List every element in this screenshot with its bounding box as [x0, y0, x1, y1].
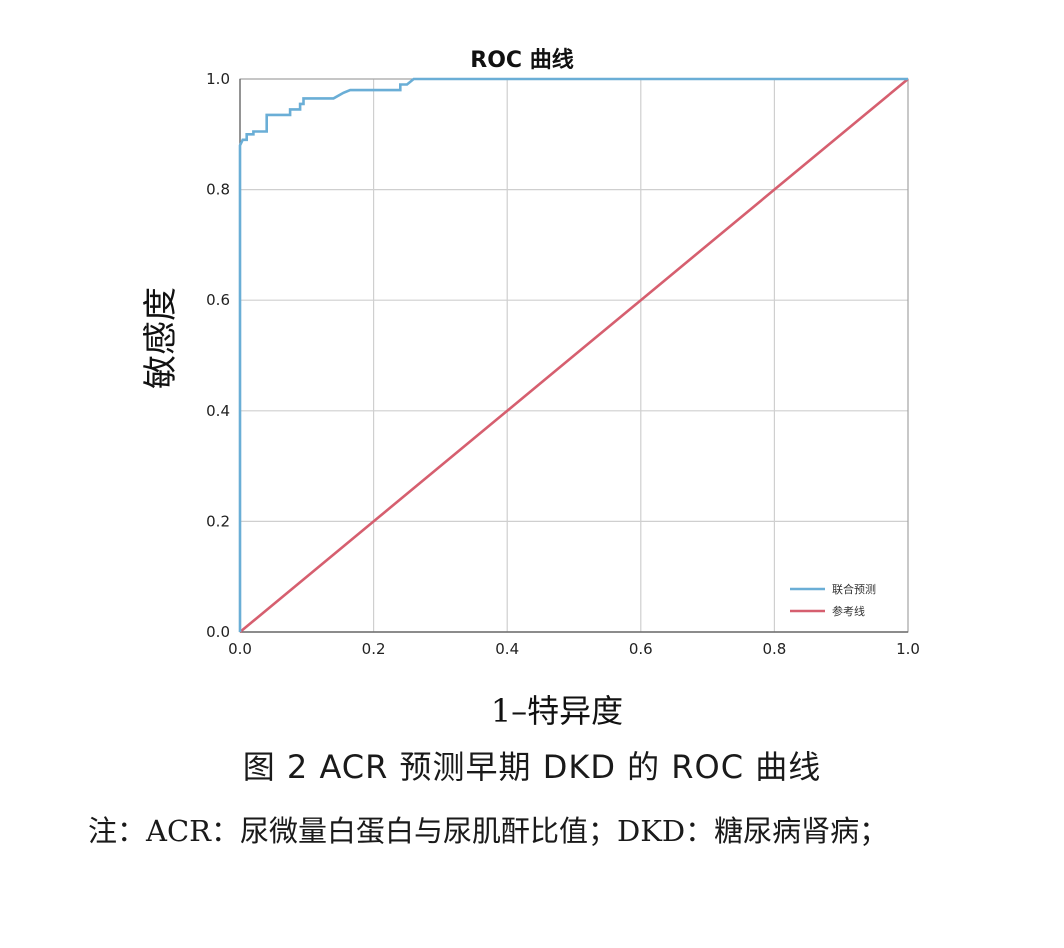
x-tick-label: 0.4: [495, 640, 519, 658]
y-tick-label: 0.6: [206, 291, 230, 309]
y-tick-label: 1.0: [206, 70, 230, 88]
y-axis-label: 敏感度: [141, 287, 181, 389]
figure-caption: 图 2 ACR 预测早期 DKD 的 ROC 曲线: [242, 748, 822, 786]
series: [238, 77, 909, 634]
y-tick-label: 0.0: [206, 623, 230, 641]
figure-note: 注：ACR：尿微量白蛋白与尿肌酐比值；DKD：糖尿病肾病；: [88, 814, 889, 848]
x-tick-label: 1.0: [896, 640, 920, 658]
x-tick-label: 0.6: [629, 640, 653, 658]
x-tick-label: 0.2: [362, 640, 386, 658]
y-tick-label: 0.2: [206, 512, 230, 530]
legend-label: 联合预测: [832, 582, 876, 596]
x-axis-label: 1–特异度: [491, 692, 623, 730]
legend-label: 参考线: [832, 604, 865, 618]
tick-labels: 0.0 0.2 0.4 0.6 0.8 1.0 0.0 0.2 0.4 0.6 0.8 1.0: [206, 70, 920, 658]
roc-chart: 0.0 0.2 0.4 0.6 0.8 1.0 0.0 0.2 0.4 0.6 0.8 1.0 ROC…: [141, 47, 920, 730]
combined-prediction-curve: [238, 77, 908, 632]
x-tick-label: 0.0: [228, 640, 252, 658]
x-tick-label: 0.8: [762, 640, 786, 658]
y-tick-label: 0.4: [206, 402, 230, 420]
y-tick-label: 0.8: [206, 181, 230, 199]
chart-title: ROC 曲线: [470, 47, 573, 73]
reference-line: [239, 77, 909, 634]
